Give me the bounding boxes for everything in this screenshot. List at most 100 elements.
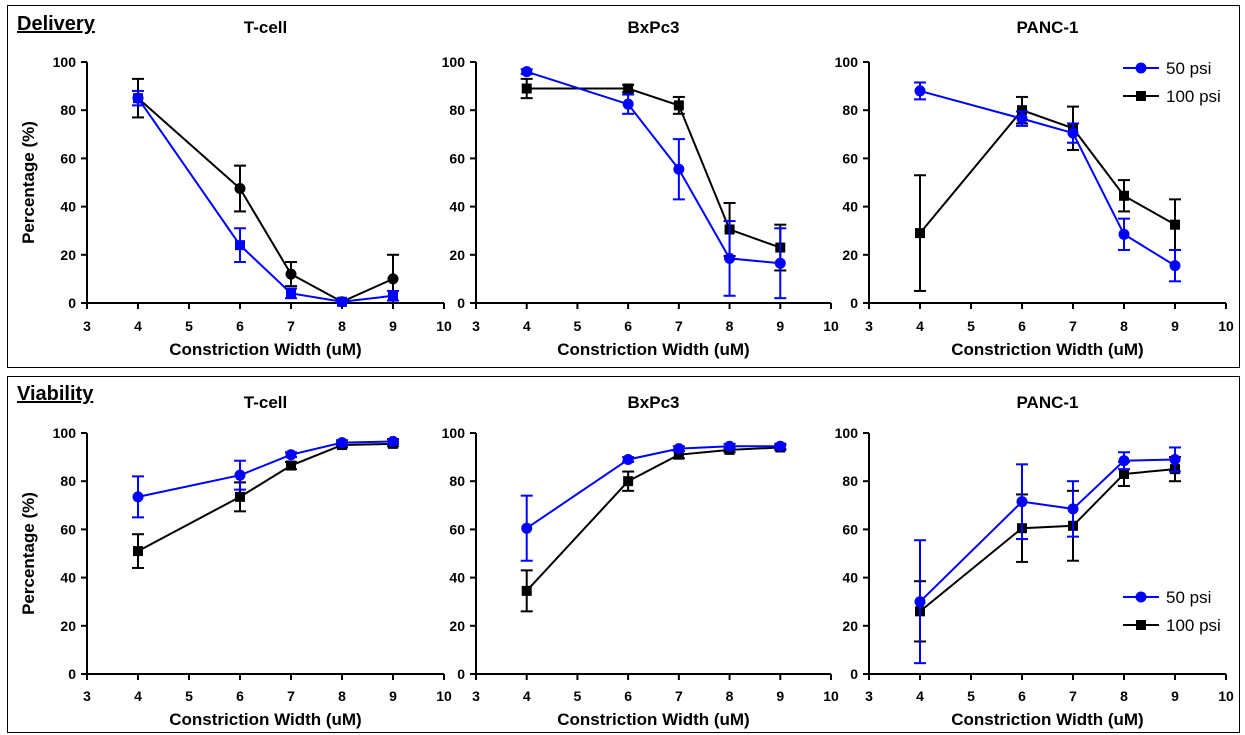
x-axis-label: Constriction Width (uM) [557, 710, 749, 729]
x-tick-label: 6 [1018, 318, 1026, 334]
x-tick-label: 10 [1218, 688, 1234, 704]
x-tick-label: 4 [523, 318, 531, 334]
series-blue [132, 435, 399, 519]
y-tick-label: 100 [442, 425, 466, 441]
y-tick-label: 20 [842, 618, 858, 634]
x-tick-label: 4 [134, 318, 142, 334]
data-point [133, 93, 143, 104]
data-point [623, 476, 634, 487]
data-point [1118, 455, 1130, 467]
chart-title: PANC-1 [1016, 393, 1078, 412]
data-point [337, 296, 347, 307]
data-point [622, 454, 634, 466]
x-tick-label: 10 [823, 318, 839, 334]
x-tick-label: 5 [185, 688, 193, 704]
x-tick-label: 7 [1069, 318, 1077, 334]
x-tick-label: 7 [287, 318, 295, 334]
x-tick-label: 3 [865, 688, 873, 704]
data-point [724, 252, 736, 264]
data-point [774, 440, 786, 452]
data-point [724, 440, 736, 452]
y-tick-label: 0 [850, 295, 858, 311]
data-point [521, 585, 532, 596]
series-line [137, 442, 394, 552]
x-tick-label: 10 [823, 688, 839, 704]
legend: 50 psi 100 psi [1123, 59, 1221, 106]
y-tick-label: 80 [60, 102, 76, 118]
legend-label: 100 psi [1166, 87, 1221, 106]
y-tick-label: 20 [449, 247, 465, 263]
data-point [133, 546, 143, 557]
y-tick-label: 0 [457, 295, 465, 311]
chart-0: T-cell 0 20 40 60 80 100 3 4 5 6 7 8 9 10 Constriction … [19, 18, 452, 359]
y-tick-label: 80 [842, 473, 858, 489]
x-tick-label: 8 [726, 688, 734, 704]
data-point [915, 228, 925, 239]
data-point [1169, 260, 1181, 272]
x-tick-label: 3 [472, 688, 480, 704]
x-tick-label: 9 [1171, 688, 1179, 704]
data-point [1169, 454, 1181, 466]
y-tick-label: 80 [60, 473, 76, 489]
y-tick-label: 0 [68, 295, 76, 311]
series-blue [914, 81, 1181, 283]
y-tick-label: 60 [842, 150, 858, 166]
y-tick-label: 80 [842, 102, 858, 118]
y-tick-label: 60 [60, 521, 76, 537]
series-black [520, 77, 787, 272]
x-tick-label: 5 [574, 318, 582, 334]
series-blue [132, 89, 399, 307]
data-point [234, 469, 246, 481]
x-tick-label: 5 [967, 688, 975, 704]
x-tick-label: 9 [1171, 318, 1179, 334]
x-tick-label: 10 [436, 688, 452, 704]
x-tick-label: 5 [185, 318, 193, 334]
chart-5: PANC-1 0 20 40 60 80 100 3 4 5 6 7 8 9 10 Constriction … [835, 393, 1234, 729]
x-tick-label: 3 [83, 318, 91, 334]
y-tick-label: 60 [60, 150, 76, 166]
data-point [235, 240, 245, 251]
legend-marker [1136, 91, 1146, 101]
data-point [234, 183, 246, 195]
data-point [1067, 127, 1079, 139]
data-point [286, 288, 296, 299]
x-tick-label: 6 [236, 688, 244, 704]
y-tick-label: 20 [60, 618, 76, 634]
legend-label: 100 psi [1166, 616, 1221, 635]
y-tick-label: 0 [457, 666, 465, 682]
x-tick-label: 3 [83, 688, 91, 704]
y-tick-label: 0 [68, 666, 76, 682]
x-tick-label: 5 [574, 688, 582, 704]
y-tick-label: 100 [442, 54, 466, 70]
y-tick-label: 40 [842, 570, 858, 586]
y-tick-label: 60 [449, 521, 465, 537]
data-point [1016, 113, 1028, 125]
x-tick-label: 7 [675, 318, 683, 334]
x-tick-label: 3 [472, 318, 480, 334]
x-tick-label: 8 [726, 318, 734, 334]
data-point [622, 98, 634, 110]
series-line [919, 468, 1176, 613]
x-tick-label: 10 [436, 318, 452, 334]
series-black [914, 456, 1181, 643]
chart-3: T-cell 0 20 40 60 80 100 3 4 5 6 7 8 9 10 Constriction … [19, 393, 452, 729]
data-point [673, 100, 684, 111]
x-axis-label: Constriction Width (uM) [557, 340, 749, 359]
y-tick-label: 0 [850, 666, 858, 682]
series-line [919, 109, 1176, 234]
chart-title: T-cell [244, 393, 287, 412]
y-tick-label: 60 [842, 521, 858, 537]
y-tick-label: 40 [60, 199, 76, 215]
x-tick-label: 4 [916, 318, 924, 334]
series-line [137, 97, 394, 303]
legend-marker [1135, 62, 1147, 74]
chart-4: BxPc3 0 20 40 60 80 100 3 4 5 6 7 8 9 10 Constriction W… [442, 393, 839, 729]
x-tick-label: 8 [338, 318, 346, 334]
data-point [387, 273, 399, 285]
series-black [132, 77, 399, 308]
y-tick-label: 20 [449, 618, 465, 634]
viability-panel-frame [7, 376, 1240, 733]
series-line [137, 97, 394, 303]
y-tick-label: 100 [53, 425, 77, 441]
